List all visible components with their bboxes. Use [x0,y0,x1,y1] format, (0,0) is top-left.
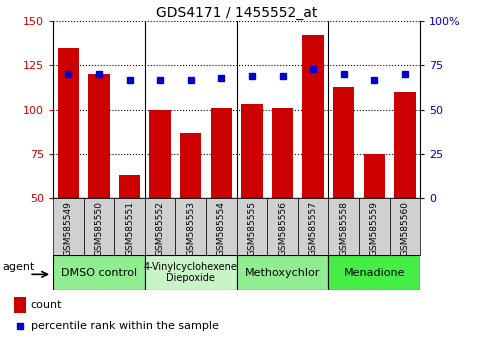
Text: Menadione: Menadione [343,268,405,278]
Bar [53,198,84,255]
Text: GSM585558: GSM585558 [339,201,348,256]
Bar [302,35,324,198]
Bar [145,255,237,290]
Bar [206,198,237,255]
Bar [267,198,298,255]
Bar [328,255,420,290]
Bar [150,110,171,198]
Bar [364,154,385,198]
Text: GSM585555: GSM585555 [247,201,256,256]
Bar [390,198,420,255]
Text: count: count [30,300,62,310]
Text: GSM585560: GSM585560 [400,201,410,256]
Text: agent: agent [3,262,35,272]
Bar [272,108,293,198]
Bar [333,87,355,198]
Bar [14,297,26,313]
Bar [242,104,263,198]
Text: GSM585552: GSM585552 [156,201,165,256]
Bar [119,175,141,198]
Text: GSM585550: GSM585550 [95,201,103,256]
Title: GDS4171 / 1455552_at: GDS4171 / 1455552_at [156,6,317,20]
Text: Methoxychlor: Methoxychlor [245,268,320,278]
Bar [237,198,267,255]
Bar [53,255,145,290]
Text: GSM585554: GSM585554 [217,201,226,256]
Bar [211,108,232,198]
Bar [58,48,79,198]
Bar [114,198,145,255]
Bar [298,198,328,255]
Text: percentile rank within the sample: percentile rank within the sample [30,321,218,331]
Bar [237,255,328,290]
Text: GSM585557: GSM585557 [309,201,318,256]
Bar [328,198,359,255]
Bar [84,198,114,255]
Text: DMSO control: DMSO control [61,268,137,278]
Bar [175,198,206,255]
Text: GSM585559: GSM585559 [370,201,379,256]
Bar [88,74,110,198]
Bar [145,198,175,255]
Text: 4-Vinylcyclohexene
Diepoxide: 4-Vinylcyclohexene Diepoxide [144,262,238,284]
Bar [180,133,201,198]
Text: GSM585556: GSM585556 [278,201,287,256]
Text: GSM585549: GSM585549 [64,201,73,256]
Bar [394,92,415,198]
Text: GSM585553: GSM585553 [186,201,195,256]
Text: GSM585551: GSM585551 [125,201,134,256]
Bar [359,198,390,255]
